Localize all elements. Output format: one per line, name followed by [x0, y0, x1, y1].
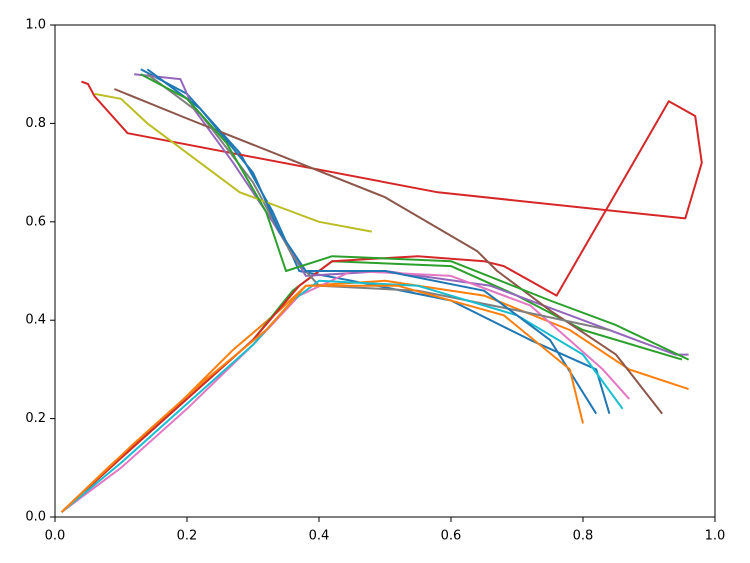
x-tick-label: 0.6 — [441, 529, 462, 544]
axes-frame — [54, 24, 716, 518]
y-tick-label: 0.4 — [25, 313, 46, 328]
trajectory-line — [60, 260, 683, 513]
y-tick-label: 0.0 — [25, 510, 46, 525]
x-tick-label: 0.0 — [45, 529, 66, 544]
x-tick-label: 0.4 — [309, 529, 330, 544]
y-tick-label: 0.8 — [25, 116, 46, 131]
y-tick-label: 1.0 — [25, 18, 46, 33]
trajectory-line — [60, 279, 689, 513]
trajectory-line — [60, 284, 584, 513]
plot-area — [60, 68, 703, 513]
trajectory-line — [60, 279, 624, 513]
trajectory-line — [146, 68, 598, 415]
y-tick-label: 0.2 — [25, 411, 46, 426]
trajectory-line — [134, 73, 689, 356]
trajectory-line — [140, 73, 690, 361]
trajectory-line — [94, 92, 372, 233]
trajectory-line — [114, 88, 663, 415]
x-tick-label: 0.2 — [177, 529, 198, 544]
trajectory-line — [60, 80, 703, 513]
y-tick-label: 0.6 — [25, 214, 46, 229]
x-tick-label: 0.8 — [573, 529, 594, 544]
x-tick-label: 1.0 — [705, 529, 726, 544]
trajectory-line — [61, 270, 630, 513]
